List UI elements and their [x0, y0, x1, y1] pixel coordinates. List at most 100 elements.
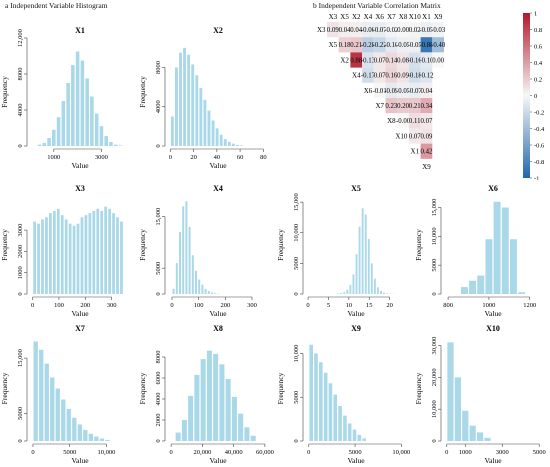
matrix-row-label: X4	[352, 72, 361, 80]
y-axis-label: Frequency	[276, 229, 285, 261]
y-tick-label: 0	[431, 439, 438, 442]
histogram-bar	[72, 417, 77, 441]
colorbar-tick-label: 0.8	[534, 27, 542, 34]
histogram-bar	[80, 60, 85, 146]
histogram-bar	[477, 275, 485, 294]
matrix-cell-value: 0.09	[397, 73, 409, 80]
matrix-cell-value: -0.07	[408, 88, 423, 95]
histogram-bar	[187, 54, 191, 146]
histogram-bar	[328, 383, 333, 441]
matrix-cell	[408, 22, 421, 38]
histogram-bar	[211, 120, 215, 146]
histogram-bar	[56, 117, 61, 146]
histogram-bar	[338, 406, 342, 441]
matrix-cell	[397, 113, 409, 129]
y-axis: 0 4000 8000	[155, 61, 166, 148]
histogram-bar	[90, 96, 94, 146]
y-axis-label: Frequency	[138, 229, 147, 261]
matrix-cell-value: 0.21	[409, 103, 421, 110]
x-axis-label: Value	[484, 309, 502, 318]
matrix-cell-value: 0.04	[350, 27, 362, 34]
histogram-bar	[88, 213, 92, 294]
histogram-bar	[50, 377, 55, 441]
matrix-cell	[373, 67, 386, 83]
histogram-title: X5	[351, 184, 361, 193]
histogram-bar	[319, 362, 323, 441]
y-axis-label: Frequency	[0, 76, 9, 108]
histogram-bar	[355, 254, 358, 294]
histogram-bar	[113, 144, 118, 146]
y-tick-label: 1000	[17, 266, 24, 279]
matrix-cell	[432, 37, 444, 53]
histogram-bar	[188, 395, 194, 441]
colorbar: 1 0.8 0.6 0.4 0.2 0 -0.2 -0.4 -0.6 -0.8 -1	[523, 10, 545, 180]
matrix-cell	[373, 82, 386, 98]
y-axis: 0 5000 10,000	[293, 345, 304, 443]
matrix-cell	[385, 22, 398, 38]
matrix-cell-value: -0.13	[361, 57, 376, 64]
histogram-bar	[361, 208, 364, 294]
histogram-x3: X3 0 100 200 300 Value 0 1000 2000 3000 Frequency	[0, 184, 123, 318]
histogram-bar	[49, 213, 52, 294]
histogram-x4: X4 0 100 200 300 Value 0 5000 15,000 Frequency	[138, 184, 257, 318]
colorbar-gradient	[523, 13, 530, 178]
x-tick-label: 300	[107, 302, 117, 309]
histogram-bar	[61, 101, 66, 146]
panel-a-label: a Independent Variable Histogram	[5, 1, 108, 10]
histogram-bar	[39, 349, 44, 441]
matrix-cell-value: 0.07	[409, 133, 421, 140]
y-tick-label: 10,000	[293, 224, 300, 242]
x-tick-label: 5	[327, 302, 330, 309]
matrix-cell-value: 0.08	[397, 57, 409, 64]
y-axis: 0 4000 8000 12,000	[17, 29, 28, 148]
x-tick-label: 0	[31, 449, 34, 456]
histogram-title: X6	[488, 184, 498, 193]
matrix-cell	[385, 37, 398, 53]
histogram-bar	[60, 215, 64, 294]
colorbar-tick-label: -0.8	[534, 159, 544, 166]
matrix-cell-value: 0.07	[374, 73, 386, 80]
histogram-bar	[174, 67, 178, 146]
histogram-bar	[476, 432, 484, 441]
histogram-bar	[469, 425, 476, 441]
histogram-bar	[41, 219, 44, 294]
histogram-bar	[484, 437, 491, 441]
histogram-x5: X5 0 5 10 15 20 Value 0 5000 10,000 15,000 Frequenc…	[276, 184, 395, 318]
histogram-bar	[364, 214, 367, 294]
x-axis: 0 20,000 40,000 60,000	[170, 443, 274, 456]
matrix-cell	[420, 37, 433, 53]
histogram-x10: X10 0 1000 3000 5000 Value 0 10,000 20,000 30,000…	[414, 324, 546, 465]
x-tick-label: 3000	[95, 154, 108, 161]
matrix-cell	[408, 82, 421, 98]
matrix-row-label: X9	[422, 163, 431, 171]
histogram-bar	[42, 142, 47, 146]
matrix-cell	[397, 52, 409, 68]
y-tick-label: 15,000	[155, 208, 162, 226]
x-tick-label: 15	[366, 302, 373, 309]
x-tick-label: 20,000	[193, 449, 211, 456]
matrix-column-header: X3	[329, 13, 338, 21]
histogram-x9: X9 0 5000 10,000 Value 0 5000 10,000 Frequency	[276, 324, 410, 465]
matrix-cell-value: -0.17	[361, 73, 376, 80]
matrix-cell	[397, 67, 409, 83]
histogram-bar	[191, 255, 194, 294]
x-tick-label: 10,000	[98, 449, 116, 456]
histogram-bar	[333, 394, 338, 441]
matrix-cell	[362, 22, 374, 38]
histogram-bar	[44, 363, 49, 441]
matrix-column-header: X5	[340, 13, 349, 21]
histogram-bar	[213, 353, 219, 441]
histogram-x8: X8 0 20,000 40,000 60,000 Value 0 2000 4000 6000 8…	[138, 324, 274, 465]
histogram-title: X3	[75, 184, 85, 193]
x-tick-label: 0	[307, 449, 310, 456]
x-axis: 0 100 200 300	[170, 296, 257, 309]
histogram-title: X10	[486, 324, 500, 333]
colorbar-tick-label: -0.4	[534, 126, 545, 133]
histogram-bar	[45, 217, 48, 294]
histogram-bar	[66, 408, 71, 441]
matrix-column-header: X6	[375, 13, 384, 21]
x-tick-label: 100	[54, 302, 64, 309]
matrix-cell-value: 0.09	[420, 133, 432, 140]
histogram-bar	[207, 110, 211, 146]
y-tick-label: 0	[155, 292, 162, 295]
